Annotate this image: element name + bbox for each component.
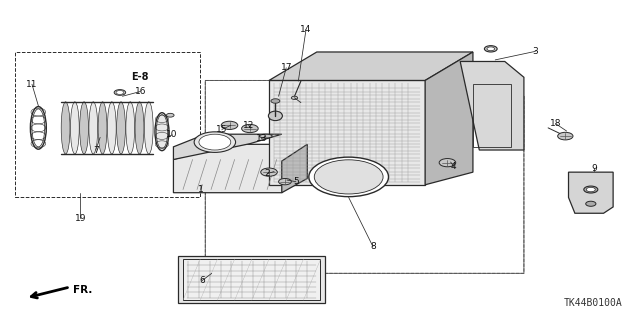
Text: 3: 3 — [532, 47, 538, 56]
Ellipse shape — [61, 102, 70, 154]
Ellipse shape — [114, 90, 125, 95]
Ellipse shape — [116, 91, 124, 94]
Polygon shape — [460, 62, 524, 150]
Text: 14: 14 — [300, 25, 312, 34]
Text: FR.: FR. — [74, 285, 93, 295]
Bar — [473, 84, 511, 147]
Ellipse shape — [268, 111, 282, 121]
Ellipse shape — [487, 47, 495, 51]
Ellipse shape — [70, 102, 79, 154]
Ellipse shape — [145, 102, 153, 154]
Ellipse shape — [135, 102, 144, 154]
Ellipse shape — [30, 107, 46, 149]
Bar — [183, 259, 320, 300]
Ellipse shape — [89, 102, 98, 154]
Text: 19: 19 — [75, 213, 86, 222]
Polygon shape — [269, 52, 473, 80]
Bar — [178, 256, 325, 303]
Bar — [269, 80, 425, 185]
Ellipse shape — [278, 178, 291, 185]
Text: 2: 2 — [264, 169, 270, 178]
Ellipse shape — [586, 187, 595, 192]
Ellipse shape — [260, 168, 277, 176]
Ellipse shape — [291, 96, 298, 100]
Ellipse shape — [126, 102, 134, 154]
Ellipse shape — [271, 99, 280, 103]
Text: TK44B0100A: TK44B0100A — [564, 298, 623, 308]
Text: 9: 9 — [591, 164, 597, 173]
Ellipse shape — [557, 132, 573, 140]
Ellipse shape — [199, 134, 231, 150]
Text: 1: 1 — [198, 185, 204, 194]
Ellipse shape — [484, 46, 497, 52]
Ellipse shape — [242, 124, 258, 133]
Text: 13: 13 — [255, 134, 267, 143]
Ellipse shape — [584, 186, 598, 193]
Polygon shape — [173, 134, 282, 160]
Ellipse shape — [586, 201, 596, 206]
Text: 12: 12 — [243, 121, 254, 130]
Polygon shape — [282, 144, 307, 193]
Polygon shape — [425, 52, 473, 185]
Text: 17: 17 — [280, 63, 292, 72]
Ellipse shape — [439, 159, 456, 167]
Polygon shape — [568, 172, 613, 213]
Text: 6: 6 — [199, 276, 205, 285]
Bar — [15, 52, 200, 197]
Text: 5: 5 — [293, 177, 299, 186]
Ellipse shape — [79, 102, 88, 154]
Polygon shape — [173, 144, 307, 193]
Ellipse shape — [32, 109, 45, 147]
Ellipse shape — [194, 132, 236, 152]
Text: 7: 7 — [93, 145, 99, 154]
Text: E-8: E-8 — [132, 72, 149, 82]
Ellipse shape — [156, 115, 168, 149]
Text: 10: 10 — [166, 130, 178, 139]
Text: 18: 18 — [550, 119, 561, 128]
Text: 15: 15 — [216, 125, 228, 134]
Text: 16: 16 — [134, 87, 146, 96]
Text: 11: 11 — [26, 80, 38, 89]
Ellipse shape — [259, 134, 272, 138]
Ellipse shape — [221, 121, 238, 130]
Text: 8: 8 — [370, 242, 376, 251]
Ellipse shape — [166, 113, 174, 117]
Ellipse shape — [108, 102, 116, 154]
Text: 4: 4 — [451, 162, 456, 171]
Ellipse shape — [98, 102, 107, 154]
Ellipse shape — [116, 102, 125, 154]
Ellipse shape — [314, 160, 383, 194]
Ellipse shape — [309, 157, 388, 197]
